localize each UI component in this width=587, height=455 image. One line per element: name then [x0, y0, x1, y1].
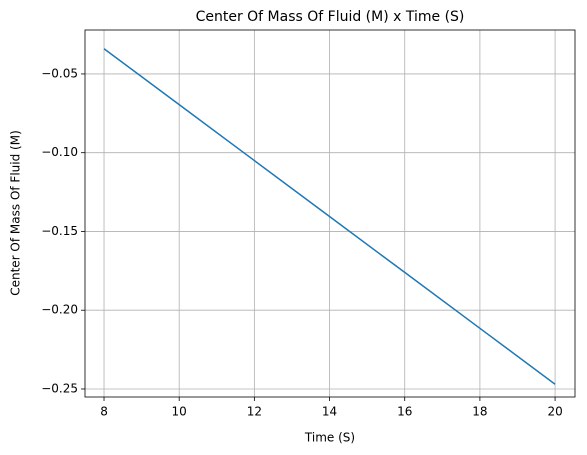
x-tick-label: 14 — [322, 405, 337, 419]
y-tick-label: −0.05 — [41, 66, 78, 80]
y-tick-label: −0.10 — [41, 145, 78, 159]
y-tick-label: −0.20 — [41, 303, 78, 317]
y-tick-label: −0.15 — [41, 224, 78, 238]
data-line — [103, 48, 556, 385]
x-tick-label: 18 — [472, 405, 487, 419]
x-tick-label: 16 — [397, 405, 412, 419]
x-axis-label: Time (S) — [304, 431, 355, 445]
y-axis-label: Center Of Mass Of Fluid (M) — [9, 130, 23, 296]
x-tick-label: 12 — [247, 405, 262, 419]
plot-frame — [84, 29, 576, 398]
x-tick-label: 10 — [172, 405, 187, 419]
y-tick-label: −0.25 — [41, 381, 78, 395]
x-tick-label: 8 — [100, 405, 108, 419]
chart-title: Center Of Mass Of Fluid (M) x Time (S) — [196, 9, 465, 25]
x-tick-label: 20 — [547, 405, 562, 419]
